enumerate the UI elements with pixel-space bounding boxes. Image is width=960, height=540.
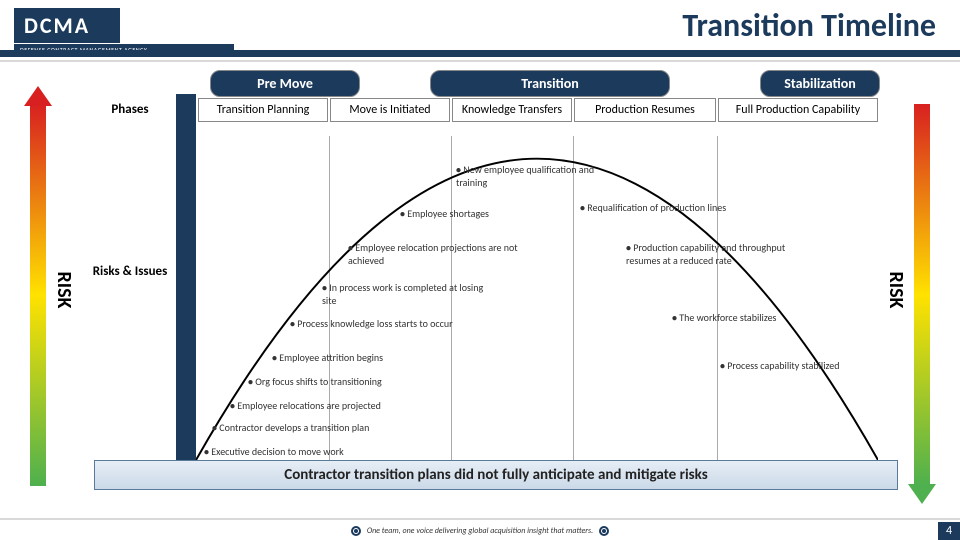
footer-text: One team, one voice delivering global ac… [0, 526, 960, 536]
summary-banner: Contractor transition plans did not full… [94, 460, 898, 490]
bullet: Contractor develops a transition plan [212, 422, 432, 435]
bullet: Process capability stabilized [720, 360, 860, 373]
header-bar [0, 50, 960, 57]
risk-gradient-left [30, 104, 46, 486]
bullet: New employee qualification and training [456, 164, 626, 189]
header-rule [0, 60, 960, 62]
bullet: Employee relocations are projected [230, 400, 440, 413]
dot-icon [599, 526, 609, 536]
bullet: Executive decision to move work [204, 446, 344, 459]
bullet: Process knowledge loss starts to occur [290, 318, 470, 331]
row-risks-label: Risks & Issues [90, 264, 170, 279]
risk-gradient-right [914, 104, 930, 486]
arrow-up-icon [24, 86, 52, 106]
logo: DCMA DEFENSE CONTRACT MANAGEMENT AGENCY [14, 8, 234, 56]
stage-transition: Transition [430, 70, 670, 97]
risk-label-left: RISK [52, 272, 76, 309]
bullet: Production capability and throughput res… [626, 242, 806, 267]
logo-text: DCMA [14, 8, 120, 43]
row-phases-label: Phases [90, 102, 170, 117]
left-block [176, 94, 196, 488]
bullet: Employee shortages [400, 208, 530, 221]
phase-1: Transition Planning [198, 98, 328, 122]
bullet: Employee relocation projections are not … [348, 242, 538, 267]
stage-stabilization: Stabilization [760, 70, 880, 97]
footer-tagline: One team, one voice delivering global ac… [367, 526, 593, 536]
bullet: In process work is completed at losing s… [322, 282, 492, 307]
phase-4: Production Resumes [574, 98, 716, 122]
phase-3: Knowledge Transfers [452, 98, 572, 122]
bullet: Org focus shifts to transitioning [248, 376, 448, 389]
bullet: The workforce stabilizes [672, 312, 832, 325]
page-number: 4 [938, 522, 960, 540]
page-title: Transition Timeline [682, 6, 936, 45]
arrow-down-icon [908, 484, 936, 504]
bullet: Employee attrition begins [272, 352, 452, 365]
bullet: Requalification of production lines [580, 202, 730, 215]
phase-5: Full Production Capability [718, 98, 878, 122]
risk-label-right: RISK [884, 272, 908, 309]
dot-icon [351, 526, 361, 536]
phase-2: Move is Initiated [330, 98, 450, 122]
footer-rule [0, 518, 960, 520]
content: RISK RISK Phases Risks & Issues Pre Move… [0, 64, 960, 516]
stage-premove: Pre Move [210, 70, 360, 97]
header: DCMA DEFENSE CONTRACT MANAGEMENT AGENCY … [0, 0, 960, 56]
